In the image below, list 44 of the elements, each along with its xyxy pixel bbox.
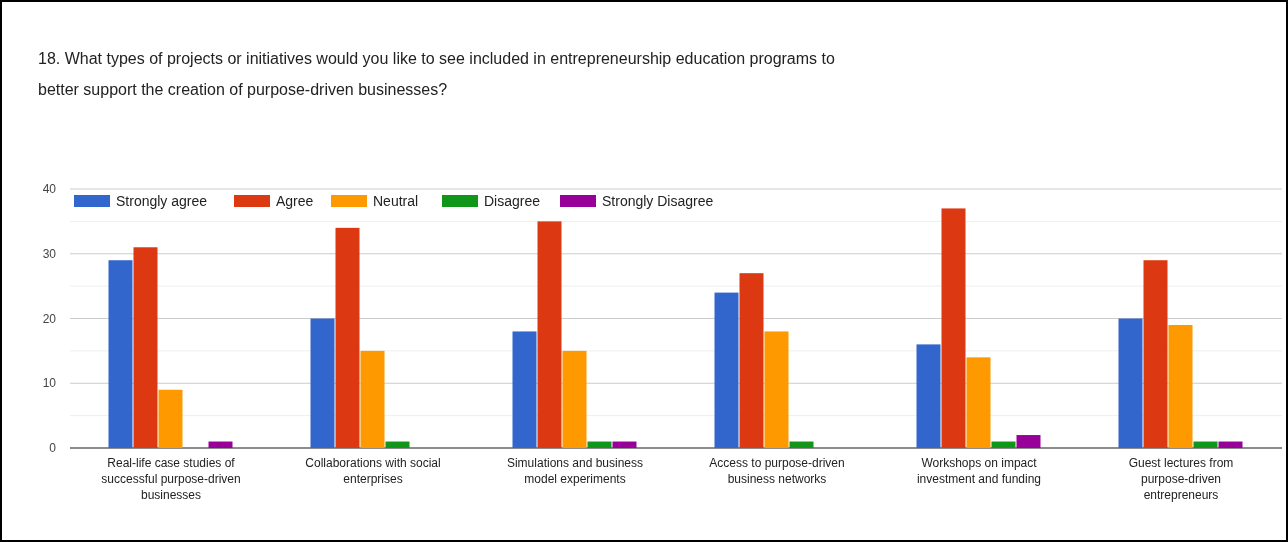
chart-title: 18. What types of projects or initiatives would you like to see included in entrepreneurship education programs to better support the creation of purpose-driven businesses?	[38, 50, 835, 98]
bar	[941, 208, 966, 448]
bar	[108, 260, 133, 448]
legend-label: Neutral	[373, 192, 419, 209]
x-tick-label: Simulations and business model experiments	[506, 456, 644, 486]
bar	[537, 221, 562, 448]
bar	[966, 357, 991, 448]
bar	[1168, 324, 1193, 448]
bar	[764, 331, 789, 448]
bar	[1016, 435, 1041, 448]
bar	[587, 441, 612, 448]
bar	[133, 247, 158, 448]
bar	[739, 273, 764, 448]
bar	[789, 441, 814, 448]
bar	[714, 292, 739, 448]
bar	[562, 350, 587, 448]
x-tick-label: Access to purpose-driven business networks	[709, 456, 845, 486]
y-tick-label: 20	[42, 311, 57, 326]
x-tick-label: Collaborations with social enterprises	[305, 456, 441, 486]
bar	[1118, 318, 1143, 448]
bar	[512, 331, 537, 448]
legend-label: Disagree	[484, 192, 541, 209]
bar	[1143, 260, 1168, 448]
x-tick-label: Workshops on impact investment and funding	[916, 456, 1042, 486]
y-tick-label: 10	[42, 376, 57, 391]
y-tick-label: 40	[42, 182, 57, 197]
x-tick-label: Real-life case studies of successful purpose-driven businesses	[101, 456, 241, 502]
bar	[208, 441, 233, 448]
bar	[310, 318, 335, 448]
y-tick-label: 0	[49, 441, 57, 456]
bar	[916, 344, 941, 448]
bar	[1193, 441, 1218, 448]
legend-label: Strongly agree	[116, 192, 208, 209]
bar	[385, 441, 410, 448]
bar	[991, 441, 1016, 448]
bar	[335, 227, 360, 448]
bar	[612, 441, 637, 448]
bar	[360, 350, 385, 448]
bar	[1218, 441, 1243, 448]
x-tick-label: Guest lectures from purpose-driven entrepreneurs	[1128, 456, 1234, 502]
y-tick-label: 30	[42, 246, 57, 261]
bar	[158, 389, 183, 448]
legend-label: Strongly Disagree	[602, 192, 714, 209]
legend-label: Agree	[276, 192, 314, 209]
